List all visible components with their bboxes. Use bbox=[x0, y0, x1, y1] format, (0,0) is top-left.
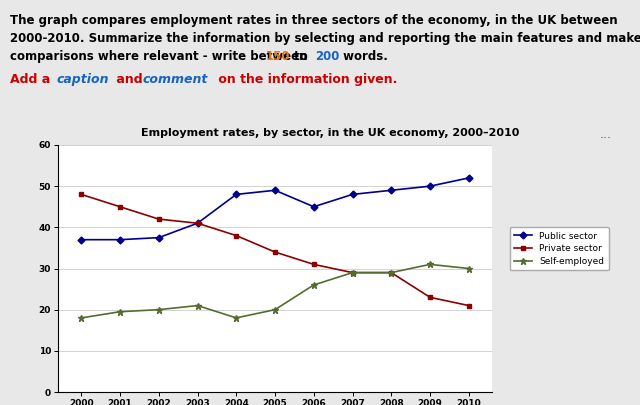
Text: comparisons where relevant - write between: comparisons where relevant - write betwe… bbox=[10, 50, 312, 63]
Legend: Public sector, Private sector, Self-employed: Public sector, Private sector, Self-empl… bbox=[509, 227, 609, 271]
Text: words.: words. bbox=[339, 50, 388, 63]
Text: 150: 150 bbox=[266, 50, 291, 63]
Text: and: and bbox=[113, 73, 147, 86]
Text: on the information given.: on the information given. bbox=[214, 73, 397, 86]
Text: caption: caption bbox=[57, 73, 109, 86]
Text: Add a: Add a bbox=[10, 73, 54, 86]
Text: Employment rates, by sector, in the UK economy, 2000–2010: Employment rates, by sector, in the UK e… bbox=[141, 128, 519, 138]
Text: to: to bbox=[291, 50, 312, 63]
Text: 200: 200 bbox=[315, 50, 339, 63]
Text: comment: comment bbox=[143, 73, 208, 86]
Text: The graph compares employment rates in three sectors of the economy, in the UK b: The graph compares employment rates in t… bbox=[10, 14, 618, 27]
Text: 2000-2010. Summarize the information by selecting and reporting the main feature: 2000-2010. Summarize the information by … bbox=[10, 32, 640, 45]
Text: ...: ... bbox=[599, 128, 611, 141]
